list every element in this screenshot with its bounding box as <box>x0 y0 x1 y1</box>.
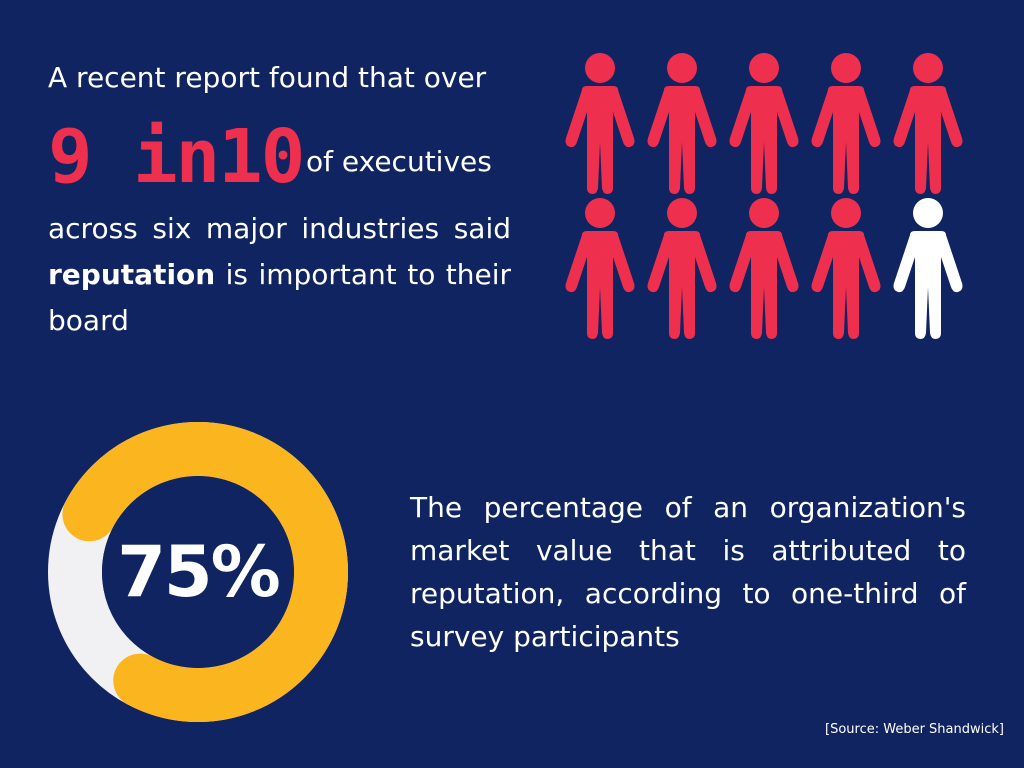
person-icon <box>729 198 799 339</box>
person-icon <box>565 198 635 339</box>
donut-inner <box>102 476 294 668</box>
donut-value-label: 75% <box>117 531 281 613</box>
stat-tail: of executives <box>306 145 492 178</box>
person-icon <box>565 53 635 194</box>
body-text-pre: across six major industries said <box>48 212 511 245</box>
person-icon <box>647 198 717 339</box>
person-icon <box>811 198 881 339</box>
person-icon <box>893 198 963 339</box>
body-text-post: is important to their board <box>48 258 511 337</box>
person-icon <box>811 53 881 194</box>
people-grid <box>565 53 963 339</box>
donut-fill-arc <box>62 422 348 722</box>
donut-graphic <box>48 422 348 722</box>
big-stat: 9 in10 <box>48 114 305 200</box>
people-pictogram <box>560 50 970 340</box>
body-text-bold: reputation <box>48 258 216 291</box>
body-text: across six major industries said reputat… <box>48 206 511 344</box>
person-icon <box>729 53 799 194</box>
intro-line: A recent report found that over <box>48 61 487 94</box>
person-icon <box>647 53 717 194</box>
description-text: The percentage of an organization's mark… <box>410 491 966 653</box>
donut-chart: 75% <box>48 422 348 722</box>
stat-row: 9 in10 of executives <box>48 112 518 202</box>
source-citation: [Source: Weber Shandwick] <box>825 722 1004 737</box>
person-icon <box>893 53 963 194</box>
